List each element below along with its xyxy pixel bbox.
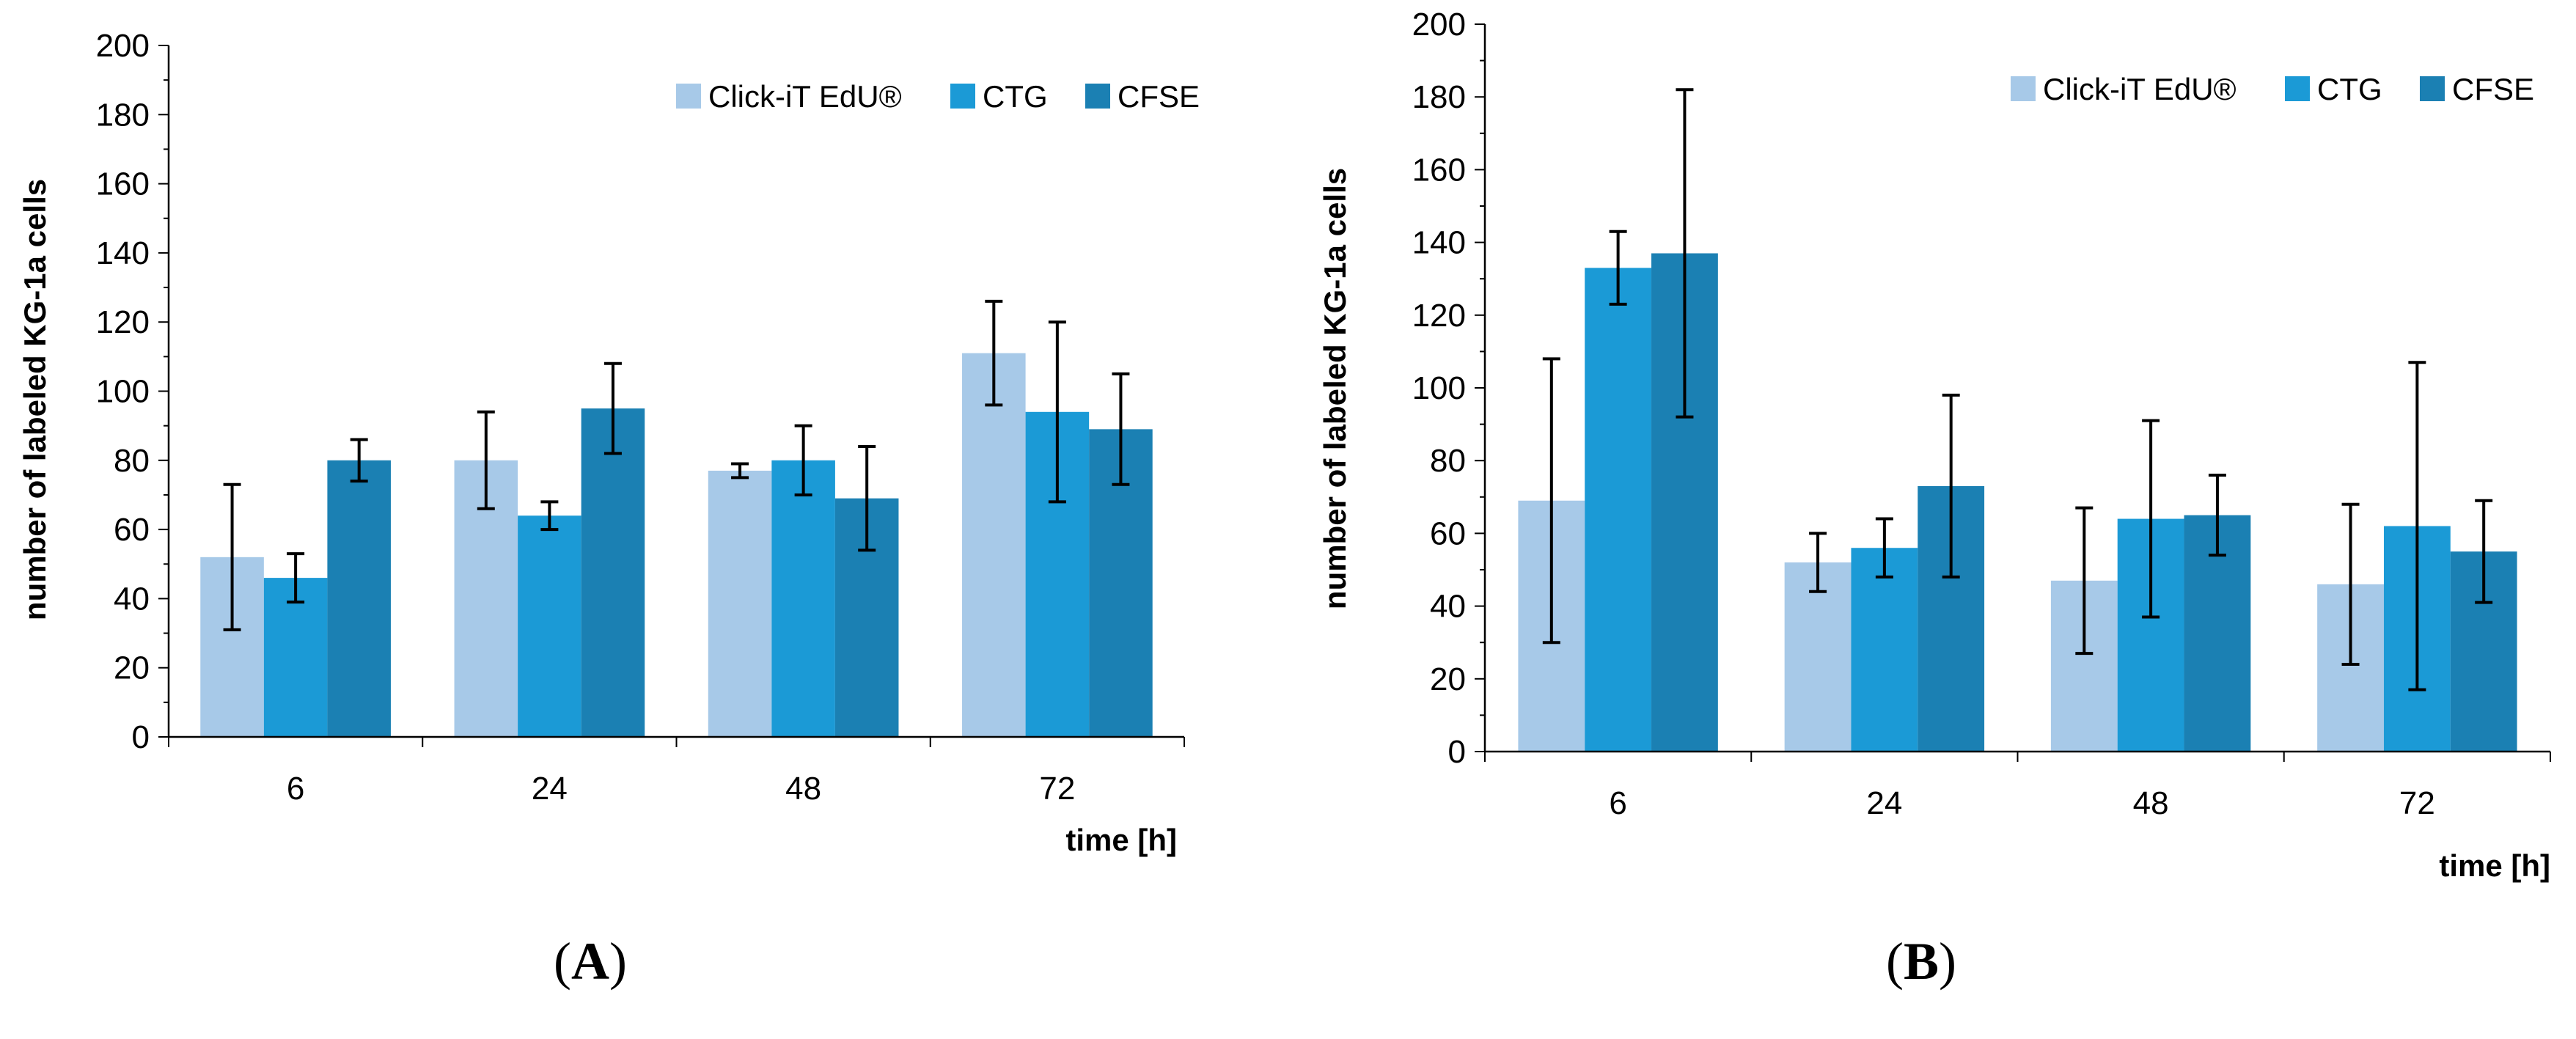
bar (1585, 268, 1652, 752)
legend-swatch (2285, 76, 2310, 101)
y-tick-label: 60 (114, 512, 150, 548)
panel-label-b: (B) (1886, 932, 1956, 991)
y-tick-label: 40 (114, 581, 150, 617)
x-tick-label: 24 (1866, 785, 1902, 821)
x-axis-title: time [h] (2439, 848, 2550, 883)
y-tick-label: 120 (1412, 298, 1466, 334)
x-tick-label: 6 (287, 771, 304, 807)
legend-label: Click-iT EdU® (2043, 72, 2236, 106)
y-tick-label: 0 (132, 719, 150, 755)
y-tick-label: 20 (1430, 661, 1466, 697)
y-axis-title: number of labeled KG-1a cells (1318, 168, 1352, 609)
y-tick-label: 100 (1412, 370, 1466, 406)
y-tick-label: 180 (96, 97, 150, 133)
bar (581, 408, 645, 737)
legend-swatch (2011, 76, 2036, 101)
y-tick-label: 140 (96, 235, 150, 271)
y-tick-label: 200 (1412, 7, 1466, 43)
bar (962, 353, 1026, 737)
y-tick-label: 140 (1412, 225, 1466, 261)
x-axis-title: time [h] (1065, 823, 1177, 857)
y-tick-label: 80 (1430, 443, 1466, 479)
bar (263, 578, 328, 737)
y-tick-label: 60 (1430, 515, 1466, 551)
legend-swatch (2420, 76, 2445, 101)
legend-swatch (950, 84, 975, 109)
y-tick-label: 180 (1412, 79, 1466, 115)
legend-label: CFSE (1118, 79, 1200, 114)
panel-label-a: (A) (554, 932, 627, 991)
legend-label: CFSE (2452, 72, 2534, 106)
y-tick-label: 160 (96, 166, 150, 202)
legend-label: Click-iT EdU® (708, 79, 902, 114)
bar (327, 460, 391, 737)
chart-panel-a: 0 20 40 60 80 100 120 140 160 180 200 6 24 48 72 time [… (18, 28, 1200, 857)
bar (1784, 562, 1852, 752)
y-axis-title: number of labeled KG-1a cells (18, 179, 52, 620)
y-tick-label: 20 (114, 650, 150, 686)
y-tick-label: 200 (96, 28, 150, 64)
y-tick-label: 120 (96, 304, 150, 340)
bar (1851, 548, 1918, 752)
legend-swatch (676, 84, 701, 109)
bar (708, 470, 772, 737)
legend-label: CTG (2317, 72, 2382, 106)
x-tick-label: 72 (2399, 785, 2435, 821)
panel-label-b-letter: B (1904, 932, 1939, 991)
x-tick-label: 6 (1609, 785, 1626, 821)
bar (518, 515, 581, 737)
y-tick-label: 100 (96, 374, 150, 410)
legend-swatch (1085, 84, 1110, 109)
y-tick-label: 80 (114, 443, 150, 479)
y-tick-label: 0 (1448, 734, 1466, 770)
legend-label: CTG (983, 79, 1048, 114)
bar (771, 460, 835, 737)
x-tick-label: 72 (1039, 771, 1075, 807)
x-tick-label: 24 (532, 771, 568, 807)
y-tick-label: 40 (1430, 589, 1466, 625)
y-tick-label: 160 (1412, 152, 1466, 188)
x-tick-label: 48 (785, 771, 821, 807)
panel-label-a-letter: A (571, 932, 609, 991)
x-tick-label: 48 (2133, 785, 2169, 821)
